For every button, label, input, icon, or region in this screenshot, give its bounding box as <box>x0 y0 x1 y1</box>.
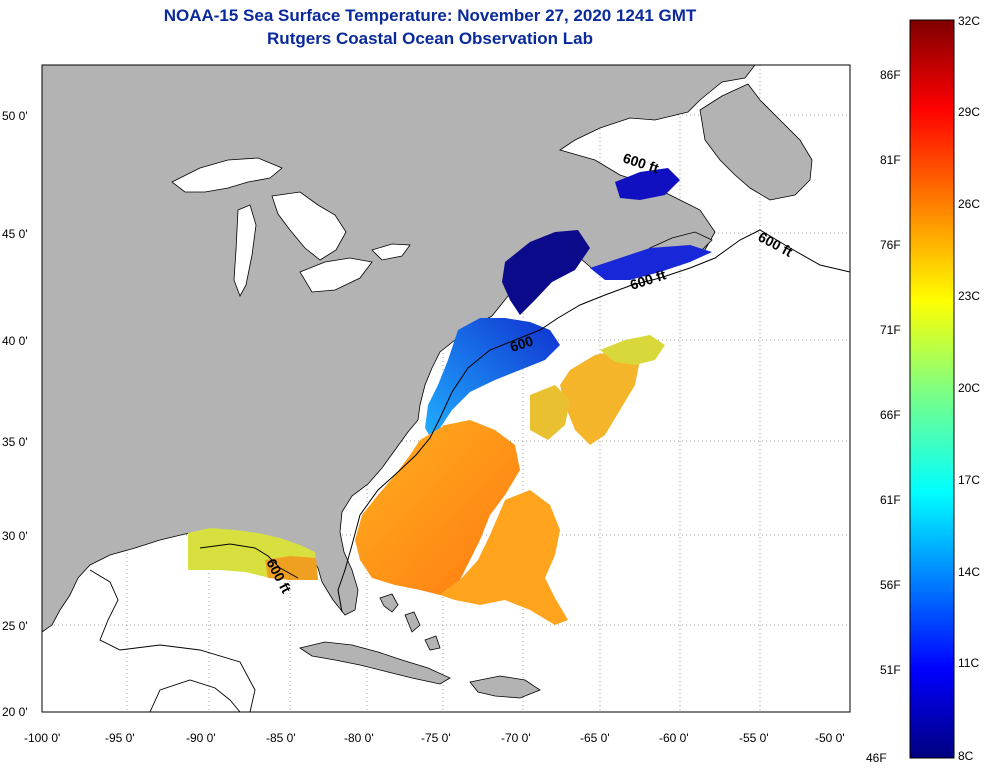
lon-tick-label: -75 0' <box>421 731 451 745</box>
lon-tick-label: -85 0' <box>266 731 296 745</box>
sst-gulf-of-maine <box>502 230 590 315</box>
land-bahamas <box>379 593 441 651</box>
celsius-label: 20C <box>958 381 980 395</box>
colorbar-celsius-labels: 32C 29C 26C 23C 20C 17C 14C 11C 8C <box>958 14 980 763</box>
sst-sargasso-patch-2 <box>530 385 570 440</box>
celsius-label: 17C <box>958 473 980 487</box>
land-newfoundland <box>699 83 813 201</box>
celsius-label: 32C <box>958 14 980 28</box>
fahrenheit-label: 81F <box>880 153 901 167</box>
lon-tick-label: -55 0' <box>739 731 769 745</box>
lat-tick-label: 30 0' <box>2 529 28 543</box>
lon-tick-label: -50 0' <box>815 731 845 745</box>
contour-label-mid-atlantic: 600 <box>508 332 535 355</box>
lat-tick-label: 40 0' <box>2 334 28 348</box>
celsius-label: 11C <box>958 656 979 670</box>
fahrenheit-label: 61F <box>880 493 901 507</box>
sst-yellow-patch <box>600 335 665 365</box>
lon-tick-label: -65 0' <box>580 731 610 745</box>
lon-tick-label: -80 0' <box>344 731 374 745</box>
lat-tick-label: 20 0' <box>2 705 28 719</box>
map-title: NOAA-15 Sea Surface Temperature: Novembe… <box>163 6 697 25</box>
celsius-label: 26C <box>958 197 980 211</box>
gulf-shelf-contour <box>89 569 256 712</box>
celsius-label: 29C <box>958 105 980 119</box>
land-hispaniola <box>469 675 541 699</box>
map-subtitle: Rutgers Coastal Ocean Observation Lab <box>267 29 593 48</box>
land-cuba <box>299 641 451 685</box>
sst-sargasso-patch <box>560 350 640 445</box>
lat-tick-label: 45 0' <box>2 227 28 241</box>
great-lakes <box>171 157 411 297</box>
lat-tick-label: 25 0' <box>2 619 28 633</box>
fahrenheit-label: 71F <box>880 323 901 337</box>
sst-mid-atlantic <box>425 318 560 440</box>
sst-st-lawrence <box>615 168 680 200</box>
celsius-label: 14C <box>958 565 980 579</box>
fahrenheit-label: 76F <box>880 238 901 252</box>
latitude-axis: 50 0' 45 0' 40 0' 35 0' 30 0' 25 0' 20 0… <box>2 109 28 719</box>
lon-tick-label: -60 0' <box>659 731 689 745</box>
celsius-label: 23C <box>958 289 980 303</box>
yucatan-outline <box>149 679 241 712</box>
map-frame <box>41 64 851 713</box>
lon-tick-label: -70 0' <box>501 731 531 745</box>
lon-tick-label: -95 0' <box>105 731 135 745</box>
fahrenheit-label: 46F <box>866 751 887 765</box>
sst-gulf-warm-edge <box>265 556 318 580</box>
fahrenheit-label: 66F <box>880 408 901 422</box>
temperature-colorbar <box>909 19 955 759</box>
gulf-600ft-contour <box>199 543 299 579</box>
lat-tick-label: 35 0' <box>2 435 28 449</box>
fahrenheit-label: 51F <box>880 663 901 677</box>
fahrenheit-label: 86F <box>880 68 901 82</box>
lon-tick-label: -90 0' <box>186 731 216 745</box>
colorbar-fahrenheit-labels: 86F 81F 76F 71F 66F 61F 56F 51F 46F <box>866 68 901 765</box>
shelf-600ft-contour <box>337 229 850 613</box>
lon-tick-label: -100 0' <box>24 731 60 745</box>
sst-offshore-warm <box>440 490 568 625</box>
sst-gulf-stream <box>355 420 520 595</box>
sst-scotian-shelf <box>590 245 712 280</box>
fahrenheit-label: 56F <box>880 578 901 592</box>
lat-tick-label: 50 0' <box>2 109 28 123</box>
celsius-label: 8C <box>958 749 974 763</box>
longitude-axis: -100 0' -95 0' -90 0' -85 0' -80 0' -75 … <box>24 731 845 745</box>
